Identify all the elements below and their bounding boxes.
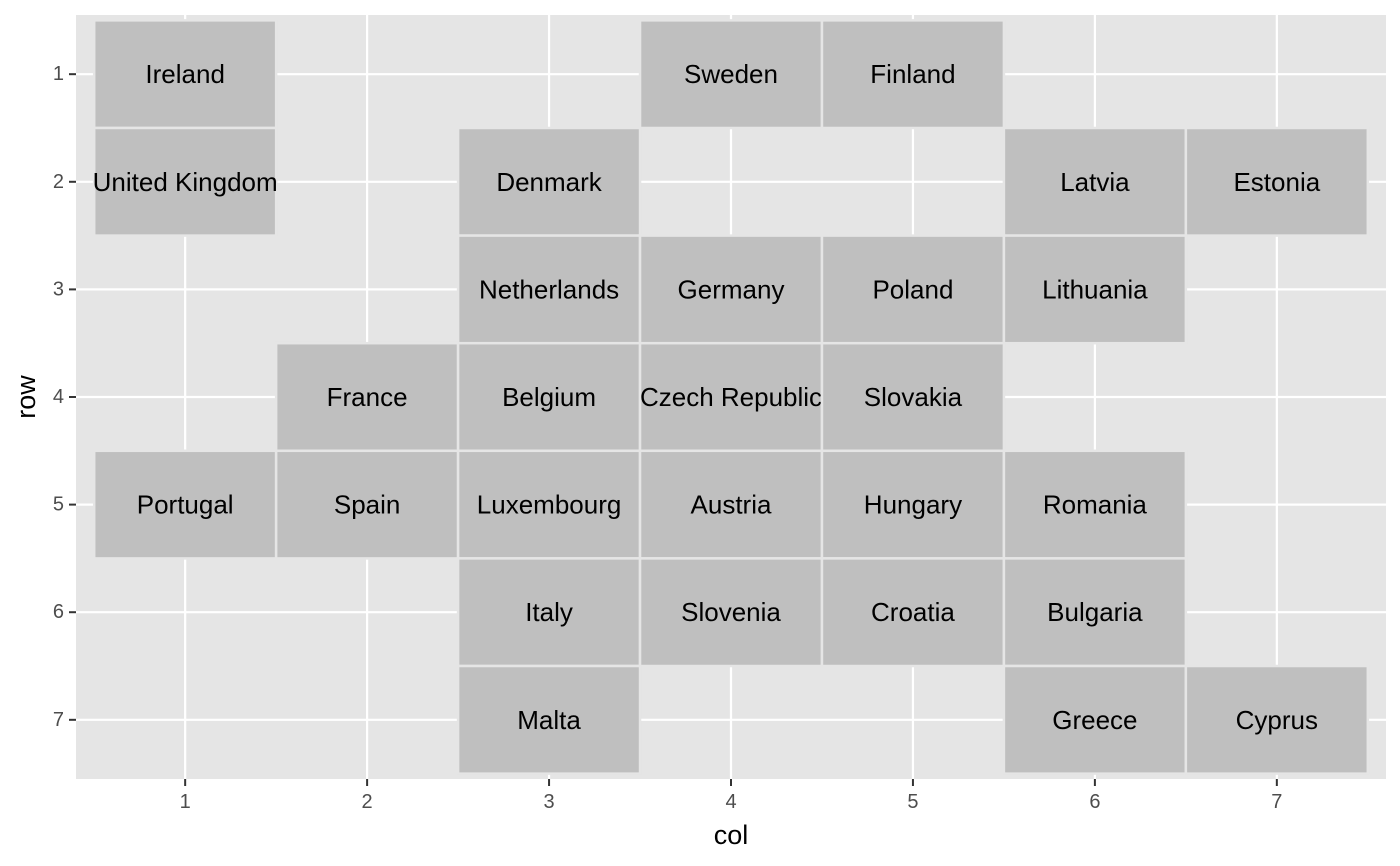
tile-rect [92,126,278,237]
tile: Germany [638,234,824,345]
tile: Austria [638,449,824,560]
tile: Spain [274,449,460,560]
tile-label: Spain [334,490,401,520]
y-axis-title: row [11,375,41,419]
tile-label: Latvia [1060,167,1130,197]
tile-label: Greece [1052,705,1137,735]
tile-label: Slovakia [864,382,963,412]
tile-label: Denmark [496,167,602,197]
tile-label: Italy [525,597,573,627]
y-tick-label: 5 [53,494,64,516]
tile-label: Luxembourg [477,490,622,520]
tile-label: Netherlands [479,274,619,304]
tile-label: Germany [678,274,785,304]
tile-rect [92,19,278,130]
y-tick-label: 4 [53,386,64,408]
tiles-layer: Ireland Sweden Finland United Kingdom Denmar… [92,19,1370,775]
tile-label: Malta [517,705,581,735]
tile-label: Poland [872,274,953,304]
x-axis-title: col [714,820,749,850]
tile-label: Croatia [871,597,955,627]
tile: Greece [1002,664,1188,775]
tile: Hungary [820,449,1006,560]
tile: Lithuania [1002,234,1188,345]
tile: Latvia [1002,126,1188,237]
tile-label: Hungary [864,490,962,520]
tile-rect [274,341,460,453]
x-axis: 1 2 3 4 5 6 7 [180,779,1282,813]
tile-label: Lithuania [1042,274,1148,304]
tile-label: Ireland [145,59,225,89]
x-tick-label: 6 [1089,791,1100,813]
tile-label: Czech Republic [640,382,822,412]
y-tick-label: 1 [53,63,64,85]
y-tick-label: 2 [53,171,64,193]
y-tick-label: 7 [53,709,64,731]
tile-rect [456,664,642,775]
tile-rect [1184,126,1370,237]
tile: Croatia [820,557,1006,668]
x-tick-label: 2 [362,791,373,813]
tile-label: Estonia [1233,167,1320,197]
tile-label: Austria [691,490,772,520]
tile-rect [1002,664,1188,775]
tile: Portugal [92,449,278,560]
tile-rect [1002,449,1188,560]
tile-rect [456,557,642,668]
tile: Ireland [92,19,278,130]
y-tick-label: 3 [53,278,64,300]
tile-label: Slovenia [681,597,781,627]
tile-rect [1184,664,1370,775]
tile: Netherlands [456,234,642,345]
tile: Poland [820,234,1006,345]
tile-rect [638,19,824,130]
tile-label: United Kingdom [93,167,278,197]
tile: Czech Republic [638,341,824,453]
tile-rect [638,234,824,345]
x-tick-label: 7 [1271,791,1282,813]
tile-rect [820,341,1006,453]
tile: Belgium [456,341,642,453]
tile-rect [638,557,824,668]
tile: Romania [1002,449,1188,560]
tile: Finland [820,19,1006,130]
tile-rect [820,234,1006,345]
tile: Cyprus [1184,664,1370,775]
tile: Italy [456,557,642,668]
tile: France [274,341,460,453]
x-tick-label: 1 [180,791,191,813]
tile-label: Sweden [684,59,778,89]
tile: Luxembourg [456,449,642,560]
tile-label: Romania [1043,490,1148,520]
y-axis: 1 2 3 4 5 6 7 [53,63,76,731]
tile-rect [638,341,824,453]
tile-rect [1002,126,1188,237]
x-tick-label: 3 [543,791,554,813]
tile: Denmark [456,126,642,237]
tile-rect [820,557,1006,668]
tile: United Kingdom [92,126,278,237]
tile-rect [820,19,1006,130]
tile: Malta [456,664,642,775]
tile: Bulgaria [1002,557,1188,668]
tile: Slovakia [820,341,1006,453]
tile: Estonia [1184,126,1370,237]
tile-rect [1002,557,1188,668]
tile-label: Cyprus [1236,705,1318,735]
tile: Sweden [638,19,824,130]
y-tick-label: 6 [53,601,64,623]
tile-label: Portugal [137,490,234,520]
tile-label: France [327,382,408,412]
tile-rect [1002,234,1188,345]
x-tick-label: 5 [907,791,918,813]
tile-label: Bulgaria [1047,597,1143,627]
tile: Slovenia [638,557,824,668]
tile-label: Finland [870,59,955,89]
tile-label: Belgium [502,382,596,412]
x-tick-label: 4 [725,791,736,813]
tile-rect [92,449,278,560]
